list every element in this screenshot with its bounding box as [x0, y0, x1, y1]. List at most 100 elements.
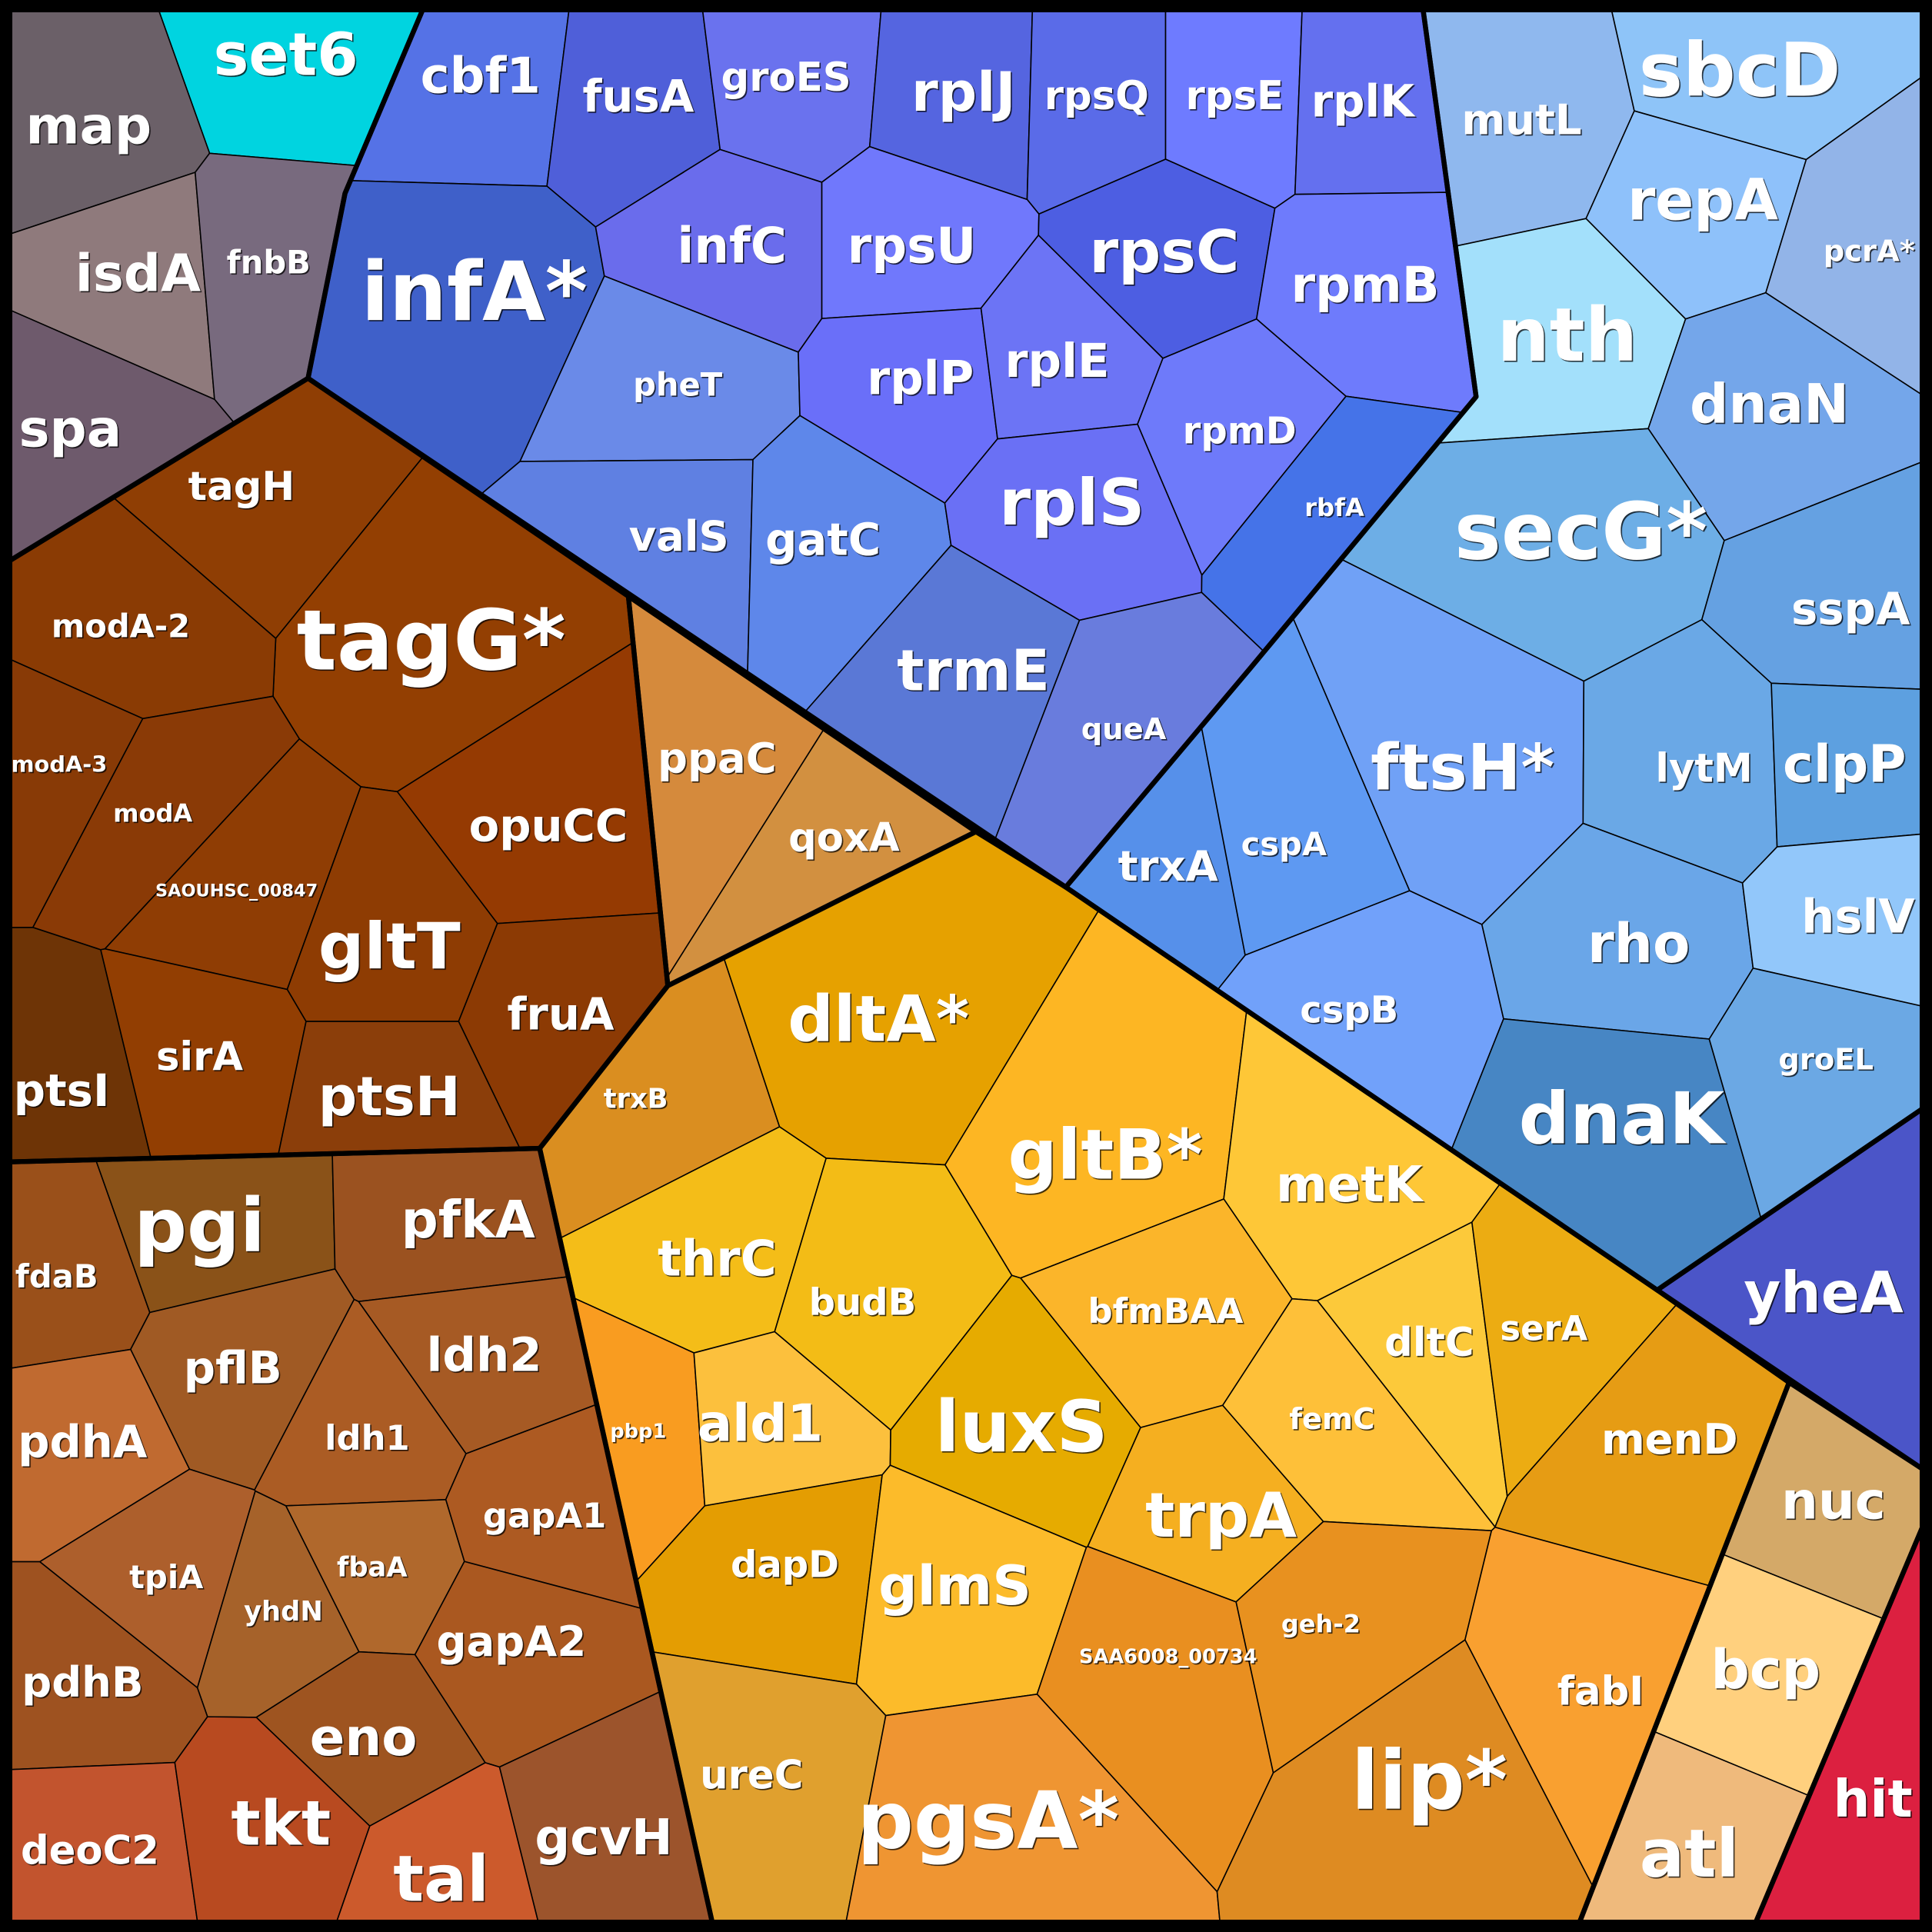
cell-label: infA*	[361, 245, 588, 339]
cell-label: secG*	[1454, 487, 1707, 578]
cell-label: SAA6008_00734	[1079, 1646, 1257, 1669]
cell-label: repA	[1627, 168, 1778, 234]
cell-label: lip*	[1351, 1733, 1507, 1827]
cell-label: mutL	[1461, 95, 1581, 144]
cell-label: rpsC	[1089, 218, 1239, 287]
cell-label: queA	[1081, 712, 1167, 747]
cell-label: bcp	[1710, 1638, 1820, 1701]
cell-label: deoC2	[21, 1827, 159, 1874]
cell-label: ptsH	[318, 1065, 461, 1128]
cell-label: rpsE	[1186, 73, 1284, 119]
cell-label: gcvH	[535, 1810, 672, 1867]
cell-label: spa	[19, 399, 122, 459]
cell-label: gapA1	[483, 1495, 606, 1536]
cell-label: rplS	[999, 465, 1144, 540]
cell-label: nth	[1497, 292, 1637, 378]
cell-label: yheA	[1744, 1261, 1904, 1327]
cell-label: rpsQ	[1044, 73, 1149, 119]
cell-label: ald1	[698, 1393, 823, 1453]
cell-label: lytM	[1655, 746, 1752, 792]
cell-label: rbfA	[1304, 493, 1364, 522]
cell-label: atl	[1640, 1816, 1739, 1893]
cell-label: rpmD	[1183, 410, 1297, 453]
cell-label: cbf1	[421, 48, 541, 105]
cell-label: ldh2	[427, 1328, 542, 1383]
cell-label: dnaK	[1519, 1078, 1727, 1161]
cell-label: fusA	[582, 70, 694, 122]
cell-label: groEL	[1778, 1042, 1874, 1077]
cell-label: geh-2	[1281, 1609, 1361, 1638]
cell-label: trxA	[1118, 841, 1218, 891]
cell-label: infC	[677, 218, 787, 275]
cell-label: opuCC	[469, 799, 628, 851]
cell-label: groES	[721, 55, 851, 101]
cell-label: tpiA	[129, 1558, 204, 1596]
cell-label: trmE	[897, 639, 1050, 705]
cell-label: pbp1	[610, 1421, 666, 1444]
cell-label: tkt	[231, 1788, 331, 1860]
cell-label: rho	[1587, 912, 1690, 975]
cell-label: dapD	[731, 1544, 839, 1587]
cell-label: ppaC	[658, 733, 777, 782]
cell-label: thrC	[658, 1231, 777, 1287]
cell-label: gltT	[318, 909, 461, 984]
cell-label: SAOUHSC_00847	[155, 881, 318, 901]
cell-label: pgsA*	[857, 1775, 1119, 1867]
cell-label: rplK	[1311, 75, 1416, 127]
cell-label: rpsU	[848, 218, 977, 275]
cell-label: pdhA	[18, 1415, 148, 1467]
cell-label: isdA	[75, 244, 201, 304]
cell-label: sspA	[1791, 582, 1910, 635]
cell-label: budB	[809, 1281, 917, 1324]
cell-label: fnbB	[227, 244, 311, 281]
cell-label: trxB	[604, 1084, 668, 1115]
cell-label: rpmB	[1291, 258, 1440, 315]
cell-label: menD	[1601, 1414, 1738, 1464]
cell-label: tagG*	[297, 592, 566, 690]
cell-label: fdaB	[15, 1257, 98, 1295]
cell-label: ftsH*	[1371, 731, 1554, 805]
cell-label: clpP	[1783, 734, 1906, 794]
cell-label: cspA	[1241, 825, 1327, 863]
cell-label: sirA	[156, 1034, 243, 1081]
cell-label: gltB*	[1008, 1116, 1202, 1196]
cell-label: pdhB	[22, 1657, 143, 1707]
cell-label: modA	[113, 798, 192, 828]
cell-label: yhdN	[244, 1596, 323, 1627]
cell-label: pfkA	[401, 1190, 535, 1250]
cell-label: fbaA	[337, 1551, 408, 1583]
cell-label: ldh1	[325, 1417, 410, 1458]
cell-label: ureC	[700, 1753, 803, 1799]
cell-label: valS	[629, 511, 729, 561]
cell-label: pcrA*	[1824, 234, 1915, 268]
cell-label: rplE	[1005, 334, 1110, 388]
cell-label: eno	[310, 1707, 418, 1767]
cell-label: serA	[1500, 1308, 1587, 1349]
cell-label: trpA	[1145, 1480, 1297, 1551]
cell-label: gatC	[765, 514, 881, 566]
cell-label: modA-2	[52, 607, 190, 645]
cell-label: tal	[393, 1842, 489, 1917]
cell-label: metK	[1276, 1157, 1424, 1214]
cell-label: modA-3	[11, 751, 107, 777]
cell-label: cspB	[1300, 989, 1398, 1032]
cell-label: bfmBAA	[1088, 1291, 1244, 1331]
cell-label: sbcD	[1639, 27, 1841, 113]
cell-label: dltA*	[788, 981, 969, 1056]
cell-label: nuc	[1781, 1471, 1886, 1531]
cell-label: gapA2	[436, 1617, 586, 1666]
cell-label: ptsI	[14, 1064, 110, 1117]
cell-label: glmS	[878, 1554, 1031, 1617]
cell-label: hslV	[1801, 889, 1915, 944]
cell-label: fruA	[507, 988, 615, 1040]
cell-label: rplP	[867, 351, 974, 405]
cell-label: pflB	[184, 1341, 282, 1394]
cell-label: rplJ	[911, 61, 1016, 124]
cell-label: dltC	[1384, 1320, 1474, 1366]
cell-label: hit	[1834, 1769, 1913, 1829]
cell-label: luxS	[935, 1385, 1108, 1468]
cell-label: pheT	[633, 365, 723, 403]
cell-label: qoxA	[788, 814, 900, 861]
